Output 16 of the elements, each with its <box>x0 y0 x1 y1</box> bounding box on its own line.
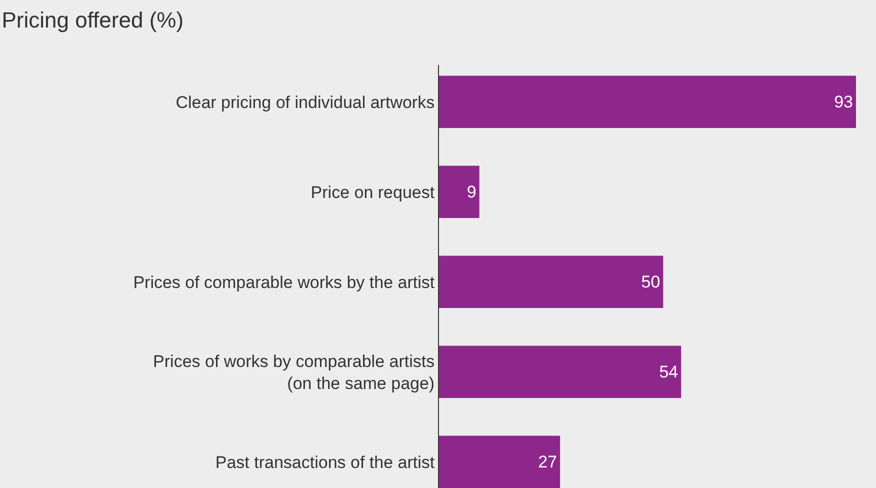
data-label: 27 <box>538 452 558 472</box>
y-tick-label: Clear pricing of individual artworks <box>176 92 435 112</box>
y-tick-label: Prices of comparable works by the artist <box>133 272 435 292</box>
bar <box>439 436 560 488</box>
text: Pricing offered (%) <box>2 8 184 33</box>
bar <box>439 346 682 398</box>
bar <box>439 256 664 308</box>
bar <box>439 76 856 128</box>
data-label: 93 <box>834 92 853 112</box>
data-label: 50 <box>641 272 660 292</box>
bar <box>439 166 480 218</box>
y-tick-label: Prices of works by comparable artists (on the same page) <box>153 352 435 393</box>
y-tick-label: Past transactions of the artist <box>215 452 435 472</box>
y-tick-label: Price on request <box>310 182 435 202</box>
data-label: 9 <box>466 182 476 202</box>
data-label: 54 <box>659 362 678 382</box>
